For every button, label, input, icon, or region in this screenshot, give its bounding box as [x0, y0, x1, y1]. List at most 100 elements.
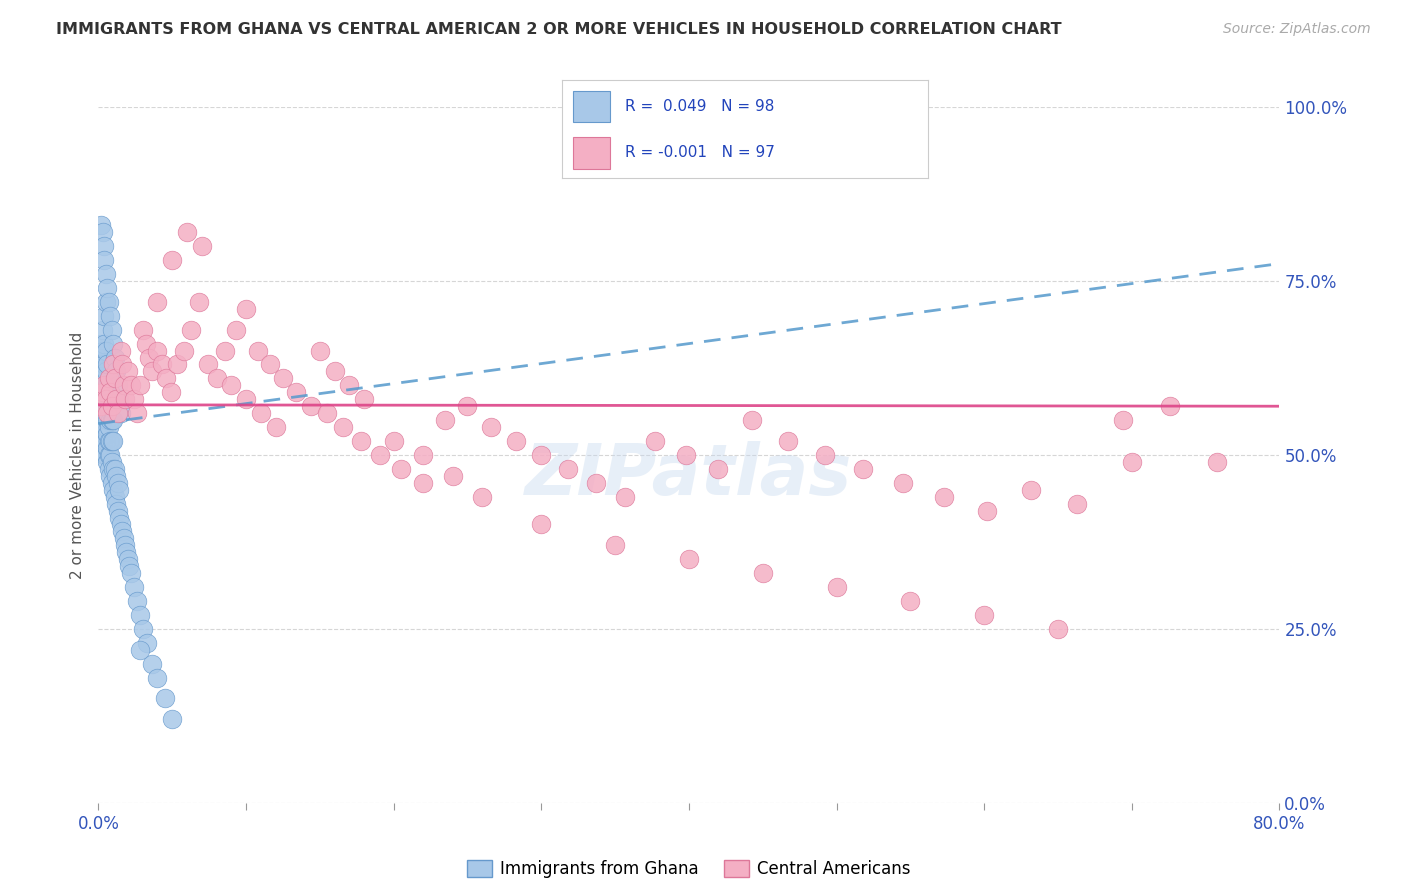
- Point: [90, 336, 112, 351]
- Point: [96, 281, 118, 295]
- Point: [1066, 497, 1088, 511]
- Point: [96, 441, 118, 455]
- Point: [150, 358, 173, 372]
- Point: [115, 545, 138, 559]
- Point: [93, 336, 115, 351]
- Point: [1206, 455, 1229, 469]
- Point: [585, 475, 607, 490]
- Point: [155, 371, 177, 385]
- Point: [97, 434, 120, 448]
- Point: [530, 517, 553, 532]
- Point: [96, 399, 118, 413]
- Bar: [574, 91, 610, 122]
- Point: [166, 358, 188, 372]
- Point: [97, 378, 120, 392]
- Point: [976, 503, 998, 517]
- Point: [114, 392, 136, 407]
- Point: [259, 358, 281, 372]
- Point: [1046, 622, 1069, 636]
- Point: [90, 399, 112, 413]
- Point: [91, 364, 114, 378]
- Point: [382, 434, 405, 448]
- Point: [93, 358, 115, 372]
- Point: [103, 358, 125, 372]
- Point: [105, 468, 128, 483]
- Point: [108, 392, 131, 407]
- Point: [141, 657, 163, 671]
- Point: [98, 309, 121, 323]
- Point: [644, 434, 666, 448]
- Point: [191, 239, 214, 253]
- Point: [89, 351, 111, 365]
- Point: [96, 406, 118, 420]
- Point: [176, 225, 198, 239]
- Point: [94, 434, 117, 448]
- Point: [471, 490, 494, 504]
- Point: [104, 371, 127, 385]
- Point: [93, 239, 115, 253]
- Point: [94, 267, 117, 281]
- Point: [125, 594, 148, 608]
- Point: [94, 392, 117, 407]
- Point: [225, 323, 247, 337]
- Point: [162, 712, 183, 726]
- Point: [100, 399, 122, 413]
- Point: [110, 406, 132, 420]
- Point: [309, 343, 332, 358]
- Point: [104, 490, 127, 504]
- Point: [112, 378, 135, 392]
- Point: [100, 323, 122, 337]
- Point: [96, 358, 118, 372]
- Point: [96, 455, 118, 469]
- Point: [94, 420, 117, 434]
- Point: [96, 378, 118, 392]
- Point: [350, 434, 373, 448]
- Point: [353, 392, 375, 407]
- Point: [94, 399, 117, 413]
- Point: [104, 351, 127, 365]
- Point: [180, 323, 202, 337]
- Point: [120, 378, 142, 392]
- Point: [111, 524, 134, 539]
- Point: [107, 406, 129, 420]
- Point: [96, 413, 118, 427]
- Point: [557, 462, 579, 476]
- Point: [117, 364, 139, 378]
- Point: [94, 294, 117, 309]
- Point: [128, 607, 150, 622]
- Point: [108, 483, 131, 497]
- Point: [173, 343, 195, 358]
- Point: [91, 434, 114, 448]
- Point: [246, 343, 269, 358]
- Point: [264, 420, 287, 434]
- Text: IMMIGRANTS FROM GHANA VS CENTRAL AMERICAN 2 OR MORE VEHICLES IN HOUSEHOLD CORREL: IMMIGRANTS FROM GHANA VS CENTRAL AMERICA…: [56, 22, 1062, 37]
- Point: [100, 413, 122, 427]
- Point: [90, 358, 112, 372]
- Point: [214, 343, 236, 358]
- Point: [122, 392, 145, 407]
- Point: [98, 468, 121, 483]
- Point: [370, 448, 392, 462]
- Point: [103, 413, 125, 427]
- Point: [108, 510, 131, 524]
- Point: [98, 413, 121, 427]
- Point: [707, 462, 730, 476]
- Point: [125, 406, 148, 420]
- Point: [90, 219, 112, 233]
- Point: [934, 490, 956, 504]
- Point: [93, 406, 115, 420]
- Point: [93, 427, 115, 442]
- Point: [117, 552, 139, 566]
- Point: [90, 420, 112, 434]
- Point: [96, 427, 118, 442]
- Point: [614, 490, 637, 504]
- Point: [90, 399, 112, 413]
- Point: [91, 413, 114, 427]
- Point: [93, 448, 115, 462]
- Point: [100, 434, 122, 448]
- Point: [141, 364, 163, 378]
- Point: [105, 364, 128, 378]
- Point: [332, 420, 354, 434]
- Point: [94, 385, 117, 400]
- Point: [97, 371, 120, 385]
